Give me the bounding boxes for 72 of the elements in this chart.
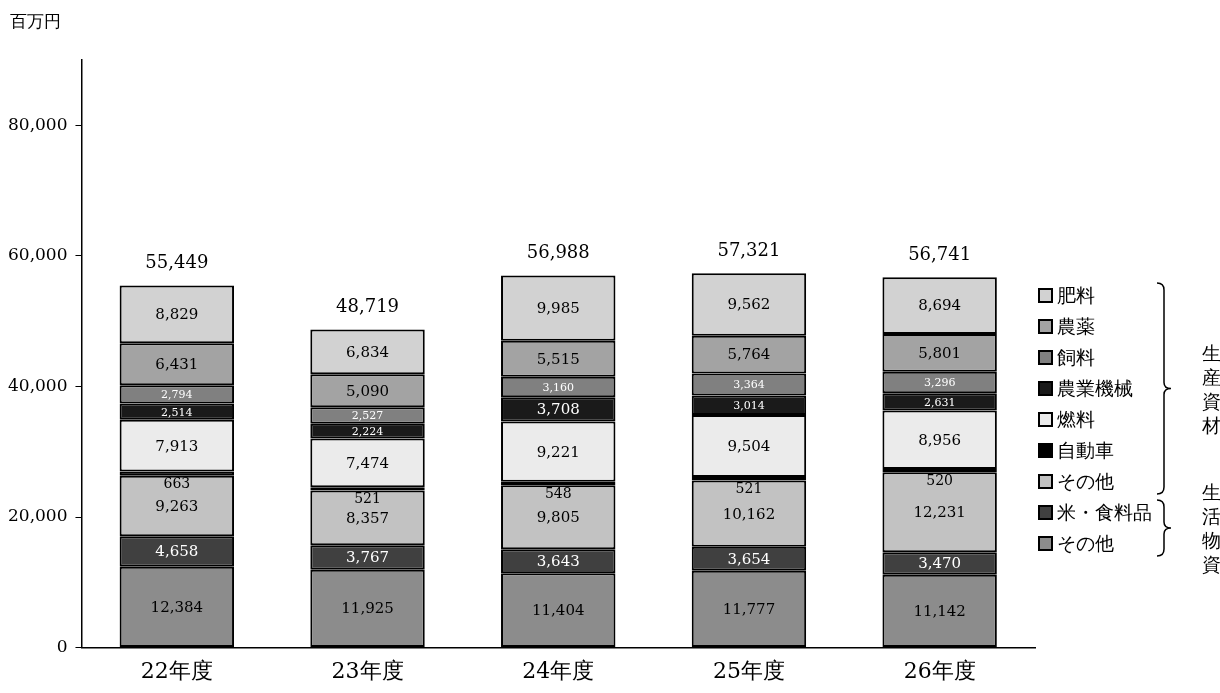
legend-label: 飼料 bbox=[1057, 344, 1095, 370]
data-label: 12,231 bbox=[913, 503, 966, 522]
legend-label: 農薬 bbox=[1057, 313, 1095, 339]
data-label: 5,801 bbox=[918, 343, 962, 362]
data-label: 2,514 bbox=[161, 405, 193, 419]
y-axis-title: 百万円 bbox=[10, 10, 61, 33]
x-tick-label: 26年度 bbox=[903, 657, 976, 683]
data-label: 3,470 bbox=[918, 554, 962, 573]
legend-label: 米・食料品 bbox=[1057, 499, 1152, 525]
data-label: 9,263 bbox=[155, 496, 199, 515]
y-tick-label: 40,000 bbox=[8, 374, 68, 395]
data-label: 5,764 bbox=[727, 345, 771, 364]
data-label: 3,296 bbox=[923, 376, 956, 390]
data-label: 6,431 bbox=[155, 355, 199, 374]
data-label: 8,357 bbox=[346, 508, 390, 527]
data-label: 663 bbox=[163, 475, 191, 492]
legend-label: 農業機械 bbox=[1057, 375, 1133, 401]
data-label: 3,654 bbox=[727, 549, 771, 568]
data-label: 3,643 bbox=[536, 552, 580, 571]
x-tick-label: 23年度 bbox=[331, 657, 404, 683]
text: 生産資材 bbox=[1200, 340, 1220, 437]
legend-label: 自動車 bbox=[1057, 437, 1114, 463]
total-label: 56,741 bbox=[908, 242, 972, 264]
data-label: 4,658 bbox=[155, 542, 199, 561]
data-label: 9,221 bbox=[536, 442, 580, 461]
data-label: 521 bbox=[735, 480, 763, 497]
data-label: 9,504 bbox=[727, 436, 771, 455]
x-tick-label: 25年度 bbox=[712, 657, 785, 683]
legend-label: その他 bbox=[1057, 468, 1114, 494]
total-label: 55,449 bbox=[145, 251, 209, 273]
data-label: 3,364 bbox=[733, 378, 765, 392]
y-tick-label: 80,000 bbox=[8, 113, 68, 134]
total-label: 57,321 bbox=[717, 239, 781, 261]
data-label: 548 bbox=[544, 484, 572, 501]
x-tick-label: 24年度 bbox=[522, 657, 595, 683]
data-label: 5,515 bbox=[536, 349, 580, 368]
data-label: 2,527 bbox=[351, 409, 384, 423]
data-label: 7,474 bbox=[346, 453, 390, 472]
data-label: 5,090 bbox=[346, 381, 390, 400]
data-label: 3,014 bbox=[733, 399, 765, 413]
data-label: 11,404 bbox=[531, 601, 585, 620]
data-label: 521 bbox=[354, 490, 381, 507]
data-label: 6,834 bbox=[346, 342, 390, 361]
y-tick-label: 20,000 bbox=[8, 505, 68, 526]
data-label: 8,956 bbox=[918, 430, 962, 449]
data-label: 3,160 bbox=[542, 380, 574, 394]
y-tick-label: 60,000 bbox=[8, 244, 68, 265]
data-label: 7,913 bbox=[155, 436, 199, 455]
legend-label: その他 bbox=[1057, 530, 1114, 556]
data-label: 520 bbox=[926, 471, 954, 488]
data-label: 3,767 bbox=[346, 548, 390, 567]
data-label: 11,777 bbox=[722, 599, 776, 618]
data-label: 2,794 bbox=[161, 388, 193, 402]
data-label: 9,562 bbox=[727, 295, 771, 314]
data-label: 11,142 bbox=[913, 601, 966, 620]
legend-label: 燃料 bbox=[1057, 406, 1095, 432]
data-label: 12,384 bbox=[150, 597, 204, 616]
y-tick-label: 0 bbox=[56, 636, 68, 657]
total-label: 56,988 bbox=[526, 241, 590, 263]
data-label: 9,805 bbox=[536, 508, 580, 527]
data-label: 3,708 bbox=[536, 400, 580, 419]
data-label: 2,224 bbox=[351, 424, 384, 438]
data-label: 11,925 bbox=[341, 599, 394, 618]
text: 生活物資 bbox=[1200, 480, 1220, 576]
total-label: 48,719 bbox=[336, 295, 400, 317]
data-label: 8,829 bbox=[155, 305, 199, 324]
data-label: 8,694 bbox=[918, 296, 962, 315]
data-label: 2,631 bbox=[923, 395, 956, 409]
x-tick-label: 22年度 bbox=[140, 657, 213, 683]
data-label: 10,162 bbox=[722, 504, 776, 523]
data-label: 9,985 bbox=[536, 299, 580, 318]
legend-label: 肥料 bbox=[1057, 282, 1095, 308]
